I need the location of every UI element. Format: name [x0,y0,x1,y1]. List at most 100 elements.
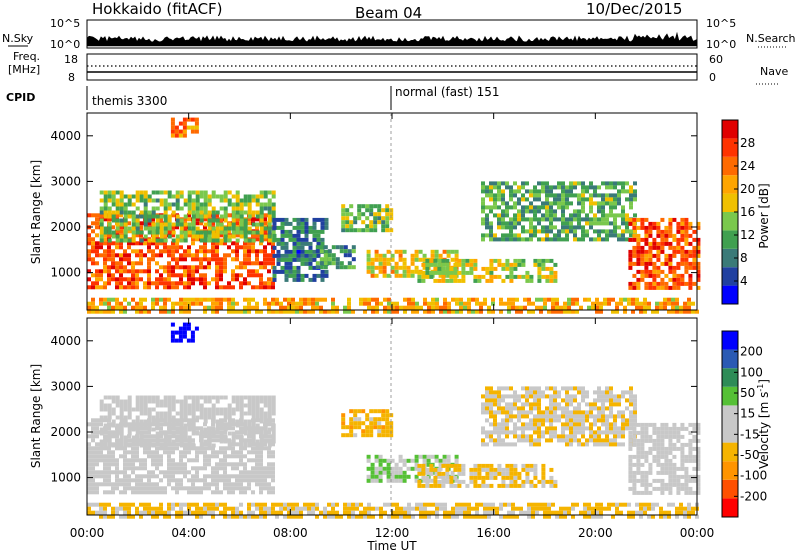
power-cell [112,203,116,207]
power-cell [91,241,95,245]
power-cell [601,197,605,201]
power-cell [140,199,144,203]
power-cell [107,265,111,269]
velocity-cell [423,459,427,463]
velocity-cell [143,482,147,486]
velocity-cell [589,430,593,434]
power-cell [268,203,272,207]
power-cell [411,274,415,278]
power-cell [557,229,561,233]
velocity-cell [176,428,180,432]
velocity-cell [425,468,429,472]
velocity-cell [545,414,549,418]
power-cell [132,203,136,207]
power-cell [509,271,513,275]
velocity-cell [136,408,140,412]
velocity-cell [529,426,533,430]
power-cell [561,213,565,217]
power-cell [123,306,127,310]
velocity-cell [107,482,111,486]
power-cell [545,237,549,241]
velocity-cell [525,410,529,414]
power-cell [497,213,501,217]
power-cell [108,223,112,227]
power-cell [465,259,469,263]
power-cell [692,238,696,242]
power-cell [281,230,285,234]
power-cell [236,203,240,207]
velocity-cell [351,503,355,507]
power-cell [625,197,629,201]
velocity-cell [621,430,625,434]
power-cell [224,227,228,231]
power-cell [143,298,147,302]
velocity-cell [403,459,407,463]
velocity-cell [140,424,144,428]
velocity-cell [545,438,549,442]
velocity-cell [144,408,148,412]
velocity-cell [112,396,116,400]
velocity-cell [260,432,264,436]
velocity-cell [541,484,545,488]
power-cell [159,265,163,269]
velocity-cell [131,454,135,458]
power-cell [660,234,664,238]
power-cell [632,222,636,226]
velocity-cell [525,468,529,472]
power-cell [672,282,676,286]
velocity-cell [391,503,395,507]
power-cell [148,215,152,219]
power-cell [656,266,660,270]
velocity-cell [252,408,256,412]
power-cell [232,231,236,235]
power-cell [152,191,156,195]
velocity-cell [95,470,99,474]
power-cell [291,306,295,310]
power-cell [228,223,232,227]
velocity-cell [311,507,315,511]
velocity-cell [232,432,236,436]
velocity-cell [251,450,255,454]
power-cell [629,205,633,209]
velocity-cell [87,490,91,494]
power-cell [573,225,577,229]
power-cell [120,199,124,203]
velocity-cell [203,486,207,490]
power-cell [481,185,485,189]
velocity-cell [155,490,159,494]
power-cell [621,229,625,233]
velocity-cell [605,394,609,398]
power-cell [277,258,281,262]
velocity-cell [264,396,268,400]
power-cell [260,191,264,195]
velocity-cell [115,474,119,478]
power-cell [305,242,309,246]
velocity-cell [139,482,143,486]
velocity-cell [244,428,248,432]
power-cell [275,302,279,306]
noise-sky-curve [87,33,697,46]
velocity-cell [107,466,111,470]
power-cell [247,253,251,257]
velocity-cell [660,427,664,431]
velocity-cell [171,446,175,450]
power-cell [183,130,187,134]
power-cell [277,262,281,266]
power-cell [399,274,403,278]
velocity-cell [127,458,131,462]
power-cell [100,211,104,215]
power-cell [112,219,116,223]
power-cell [688,274,692,278]
velocity-cell [347,503,351,507]
power-cell [293,278,297,282]
velocity-cell [632,475,636,479]
velocity-cell [660,483,664,487]
power-cell [628,266,632,270]
power-cell [347,306,351,310]
velocity-cell [211,454,215,458]
power-cell [455,298,459,302]
velocity-cell [447,455,451,459]
velocity-cell [319,511,323,515]
velocity-cell [131,462,135,466]
power-cell [128,227,132,231]
